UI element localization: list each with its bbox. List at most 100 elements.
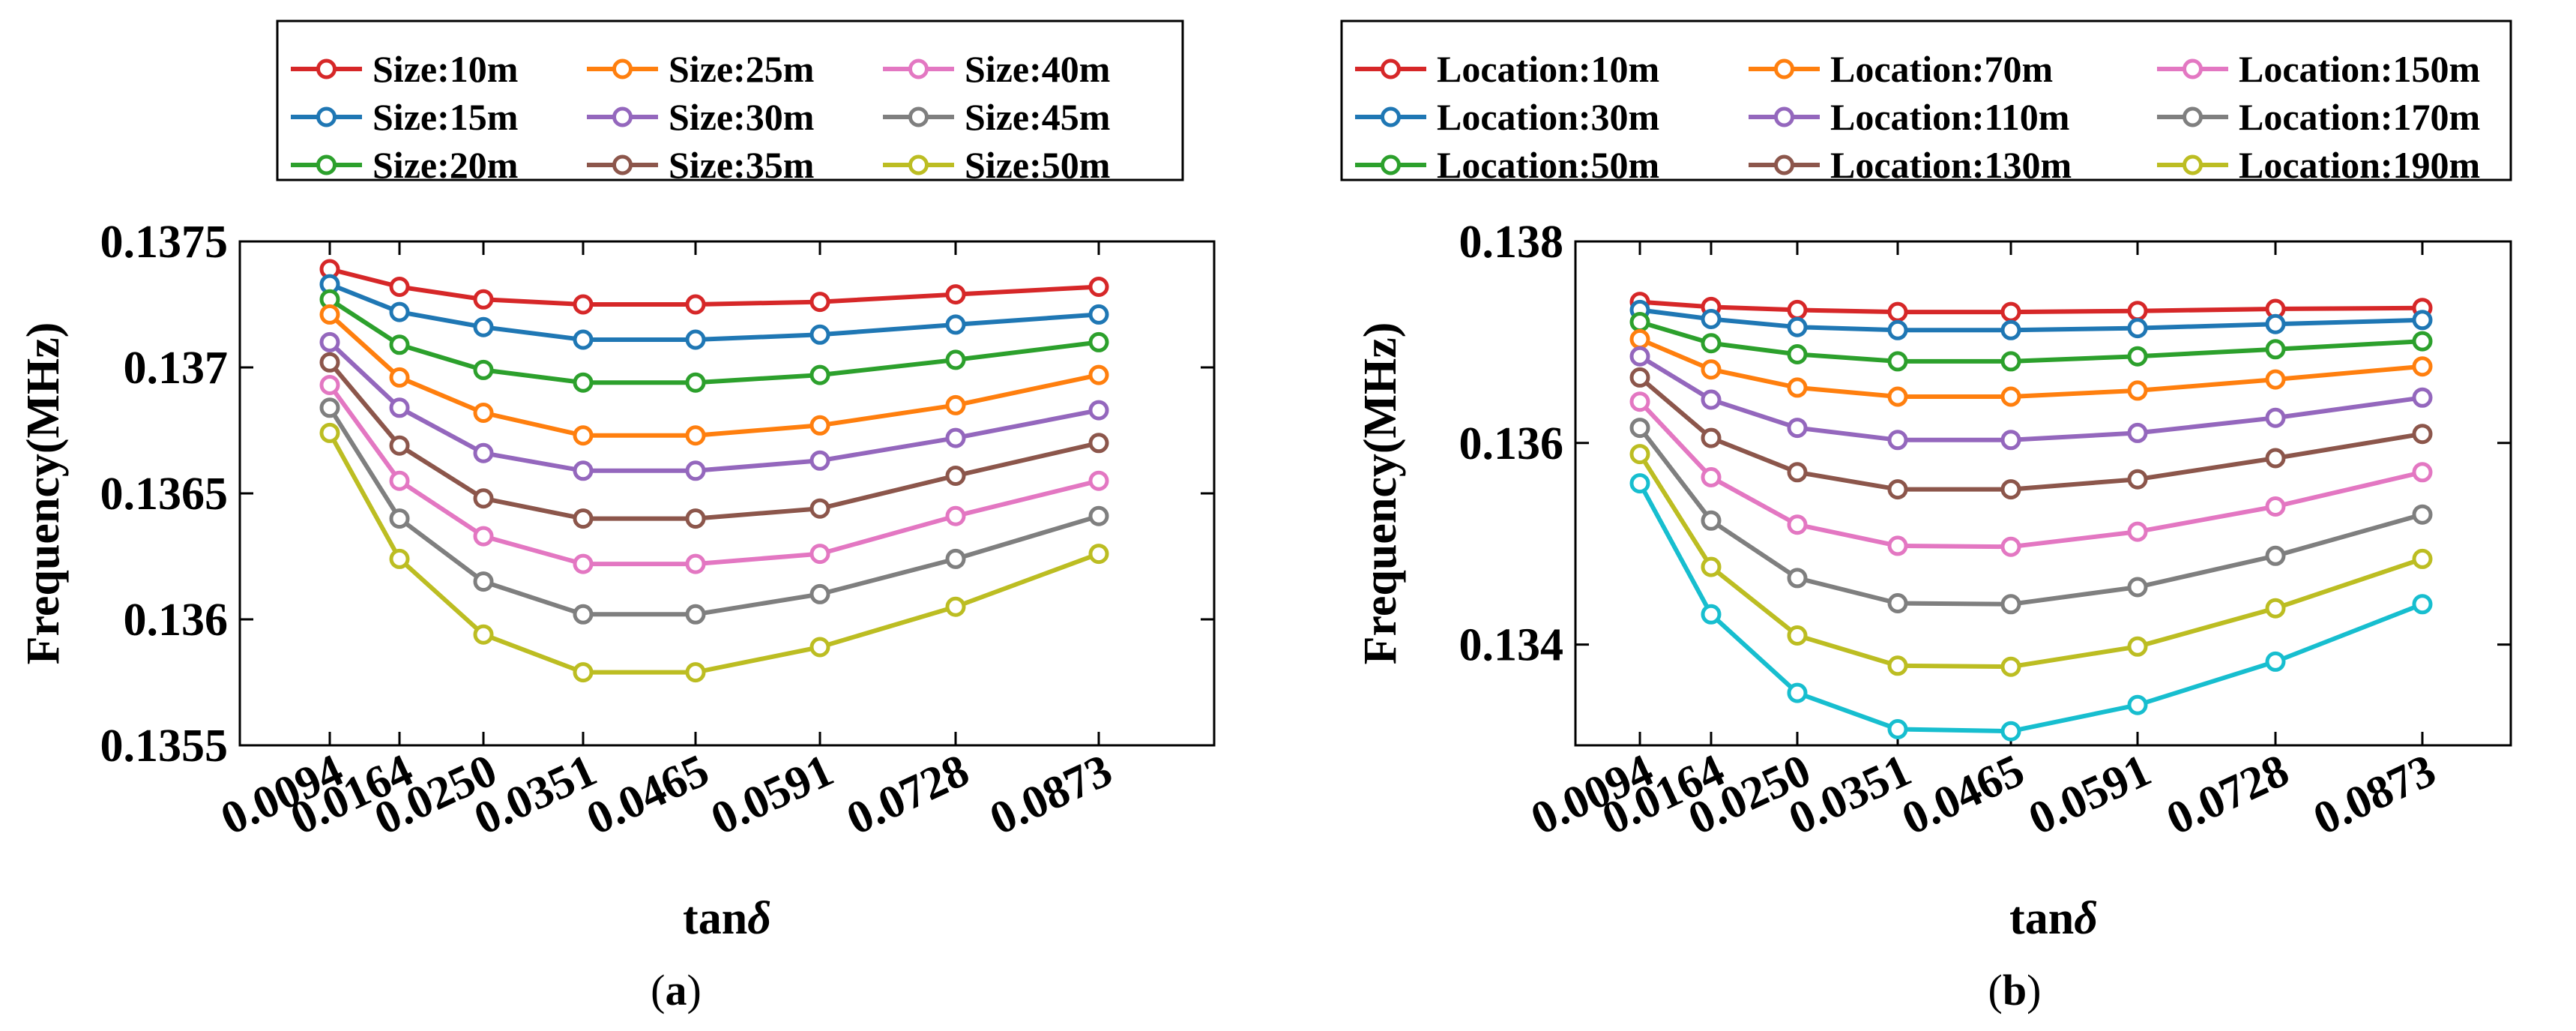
series-line [1638,376,2423,492]
data-point [2265,339,2286,360]
legend-label: Location:110m [1830,96,2069,138]
series-a-8 [319,422,1109,683]
data-point [1088,433,1109,454]
data-point [473,526,494,547]
series-line [328,313,1100,438]
legend-item: Size:45m [883,96,1110,138]
data-point [685,460,706,481]
legend-b: Location:10m Location:30m Location:50m Loca… [1355,48,2480,186]
data-point [1088,400,1109,421]
data-point [573,662,594,683]
data-point [1787,682,1808,703]
data-point [685,662,706,683]
legend-item: Location:50m [1355,144,1659,186]
legend-swatch-marker [316,58,337,79]
series-b-8 [1629,444,2433,677]
series-line [328,282,1100,342]
data-point [1629,444,1650,465]
data-point [685,329,706,350]
data-point [389,548,410,569]
legend-label: Size:50m [965,144,1110,186]
data-point [2127,694,2148,715]
legend-item: Size:20m [291,144,518,186]
series-b-9 [1629,473,2433,742]
data-point [1787,568,1808,589]
data-point [1887,351,1908,372]
legend-item: Size:35m [587,144,814,186]
data-point [1701,389,1722,410]
data-point [685,425,706,446]
y-tick-label-b: 0.138 [1459,217,1564,268]
data-point [1629,391,1650,412]
data-point [473,488,494,509]
data-point [2127,577,2148,598]
legend-label: Size:10m [372,48,518,90]
data-point [389,508,410,529]
series-b-5 [1629,367,2433,500]
data-point [2265,448,2286,469]
data-point [573,425,594,446]
series-b-0 [1629,292,2433,322]
legend-item: Size:30m [587,96,814,138]
y-tick-label-b: 0.136 [1459,418,1564,469]
legend-swatch-marker [316,106,337,127]
data-point [2412,310,2433,331]
data-point [2265,496,2286,517]
data-point [1787,377,1808,398]
data-point [809,637,830,658]
legend-swatch-marker [1774,106,1794,127]
data-point [1701,333,1722,354]
data-point [573,553,594,574]
series-line [328,406,1100,617]
y-tick-label-b: 0.134 [1459,620,1564,671]
y-axis-label-b: Frequency(MHz) [1355,322,1406,665]
data-point [2127,636,2148,657]
data-point [573,329,594,350]
data-point [2000,386,2021,407]
data-point [1088,544,1109,565]
data-point [1088,331,1109,352]
data-point [1088,304,1109,325]
data-point [1887,386,1908,407]
data-point [2000,430,2021,451]
legend-swatch-marker [1381,106,1401,127]
data-point [2000,721,2021,742]
data-point [319,304,340,325]
series-a-0 [319,259,1109,315]
legend-swatch-marker [1381,58,1401,79]
data-point [389,334,410,355]
data-point [1887,319,1908,340]
legend-item: Location:190m [2157,144,2480,186]
legend-item: Location:70m [1749,48,2053,90]
data-point [1701,556,1722,577]
data-point [1701,309,1722,329]
data-point [1701,427,1722,448]
data-point [1787,344,1808,364]
y-tick-label-a: 0.137 [124,343,229,394]
panel-a: Size:10m Size:15m Size:20m Size:25m Size:30m… [18,19,1216,1015]
legend-label: Location:10m [1437,48,1659,90]
data-point [319,422,340,443]
data-point [1887,301,1908,322]
data-point [945,548,966,569]
series-a-3 [319,304,1109,446]
data-point [1701,510,1722,531]
data-point [1629,367,1650,388]
data-point [2265,598,2286,619]
legend-box-a [276,19,1184,181]
legend-item: Location:110m [1749,96,2069,138]
data-point [1787,625,1808,646]
data-point [1887,593,1908,613]
series-line [1639,307,2423,333]
x-axis-label-b: tanδ [2009,893,2098,944]
series-b-1 [1629,299,2433,340]
series-line [1638,400,2423,550]
data-point [2127,469,2148,490]
legend-swatch-marker [1774,154,1794,175]
legend-label: Size:15m [372,96,518,138]
data-point [945,466,966,486]
data-point [473,624,494,645]
data-point [1887,430,1908,451]
data-point [473,403,494,423]
legend-swatch-marker [316,154,337,175]
